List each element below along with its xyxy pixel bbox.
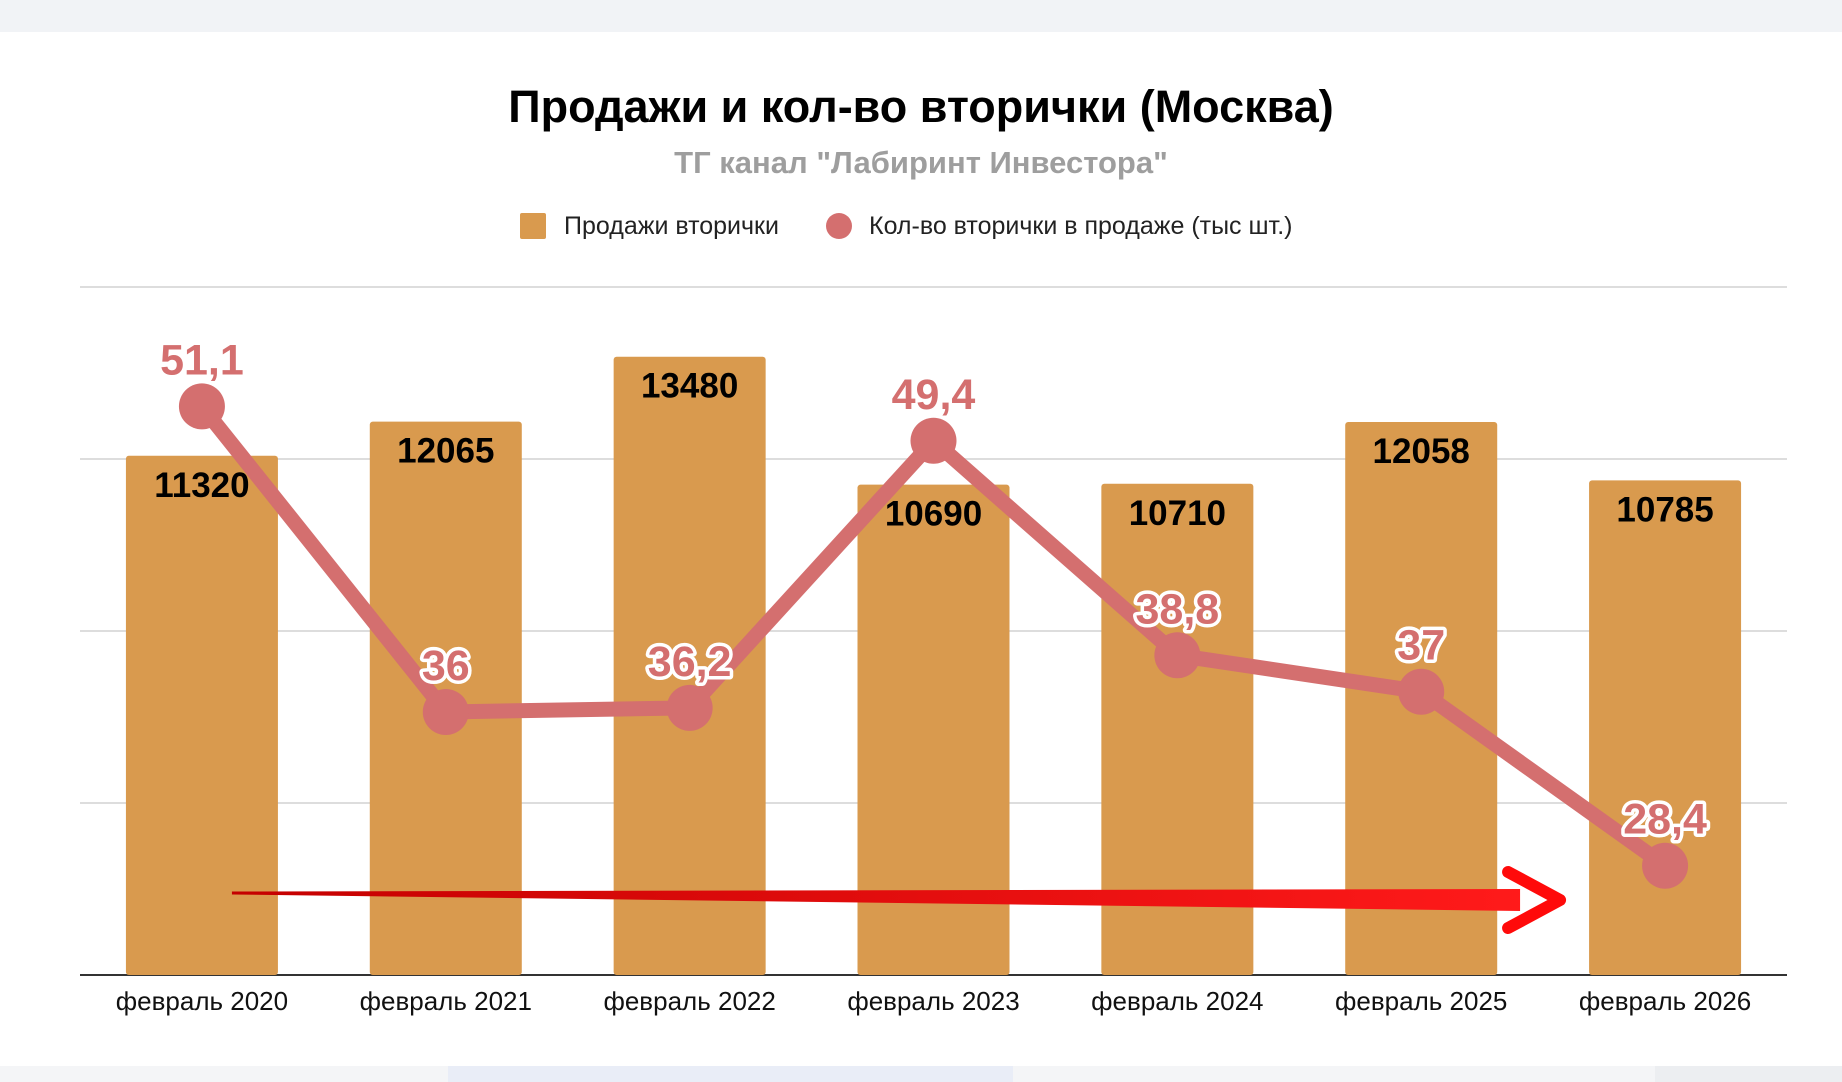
data-point bbox=[1154, 632, 1201, 679]
top-strip bbox=[0, 0, 1842, 32]
x-tick-label: февраль 2023 bbox=[847, 986, 1019, 1016]
point-value-label: 28,4 bbox=[1623, 796, 1707, 844]
bar-value-label: 10710 bbox=[1129, 494, 1226, 533]
data-point bbox=[422, 688, 469, 735]
data-point bbox=[910, 417, 957, 464]
bar bbox=[857, 484, 1010, 975]
bottom-strip bbox=[0, 1066, 1842, 1082]
bar-value-label: 10785 bbox=[1616, 490, 1713, 529]
bar-value-label: 12065 bbox=[397, 432, 494, 471]
chart-subtitle: ТГ канал "Лабиринт Инвестора" bbox=[674, 145, 1168, 180]
bar-labels: 11320 12065 13480 10690 10710 12058 10785 bbox=[154, 367, 1714, 534]
x-tick-label: февраль 2025 bbox=[1335, 986, 1507, 1016]
x-axis-ticks: февраль 2020 февраль 2021 февраль 2022 февр… bbox=[116, 986, 1752, 1016]
data-point bbox=[1398, 668, 1445, 715]
point-value-label: 51,1 bbox=[160, 336, 244, 384]
x-tick-label: февраль 2021 bbox=[360, 986, 532, 1016]
point-value-label: 49,4 bbox=[892, 371, 976, 419]
arrow-head bbox=[1502, 866, 1567, 934]
data-point bbox=[178, 383, 225, 430]
bar bbox=[613, 356, 766, 975]
point-value-label: 36,2 bbox=[648, 638, 732, 686]
legend-label-listings: Кол-во вторички в продаже (тыс шт.) bbox=[869, 212, 1293, 240]
red-arrow-annotation bbox=[231, 866, 1567, 934]
point-value-label: 38,8 bbox=[1136, 585, 1220, 633]
arrow-shaft bbox=[231, 889, 1521, 911]
x-tick-label: февраль 2020 bbox=[116, 986, 288, 1016]
chart-title: Продажи и кол-во вторички (Москва) bbox=[508, 81, 1333, 132]
legend-marker-listings bbox=[826, 213, 852, 239]
x-tick-label: февраль 2024 bbox=[1091, 986, 1263, 1016]
x-tick-label: февраль 2026 bbox=[1579, 986, 1751, 1016]
point-labels: 51,1 36 36,2 49,4 38,8 37 28,4 bbox=[160, 336, 1710, 847]
data-point bbox=[1642, 842, 1689, 889]
point-value-label: 36 bbox=[422, 642, 470, 690]
bar-value-label: 10690 bbox=[885, 495, 982, 534]
bar-value-label: 12058 bbox=[1373, 432, 1470, 471]
bar bbox=[1589, 480, 1742, 975]
bar-value-label: 13480 bbox=[641, 367, 738, 406]
bar bbox=[125, 455, 278, 976]
point-value-label: 37 bbox=[1397, 622, 1445, 670]
listings-line bbox=[178, 383, 1689, 889]
legend: Продажи вторички Кол-во вторички в прода… bbox=[520, 212, 1293, 240]
legend-label-sales: Продажи вторички bbox=[564, 212, 779, 240]
bar bbox=[1101, 483, 1254, 975]
legend-swatch-sales bbox=[520, 213, 546, 239]
bar-value-label: 11320 bbox=[154, 466, 249, 505]
x-tick-label: февраль 2022 bbox=[603, 986, 775, 1016]
data-point bbox=[666, 684, 713, 731]
